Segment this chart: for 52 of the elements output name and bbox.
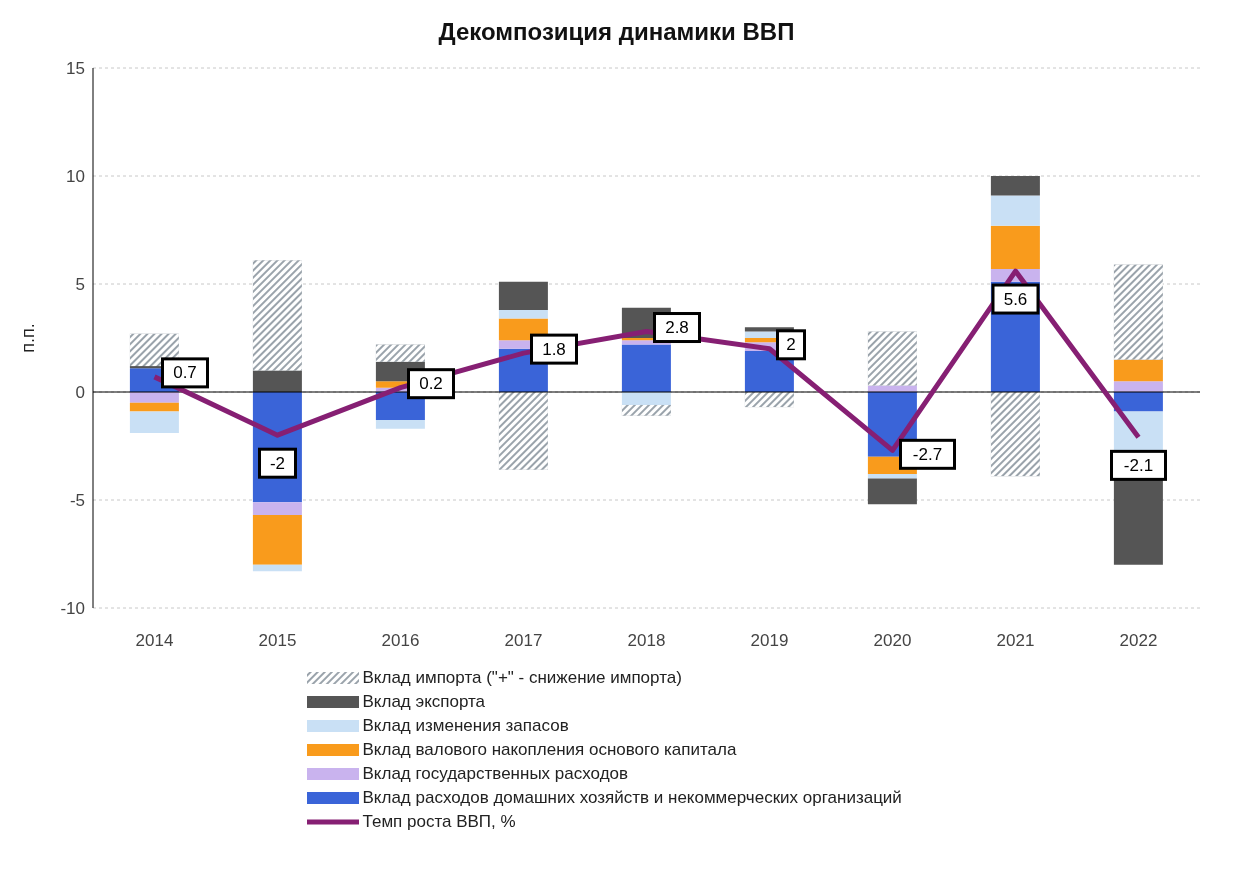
legend-label: Вклад валового накопления основого капитала [362,740,737,760]
bar [621,392,671,405]
data-label: 2.8 [665,318,689,338]
x-tick-label: 2019 [750,631,789,651]
bar [375,420,425,429]
bar [129,402,179,412]
legend-label: Вклад изменения запасов [362,716,569,736]
bar [990,176,1040,196]
bar [1113,381,1163,392]
data-label: 5.6 [1003,289,1028,309]
legend-label: Вклад импорта ("+" - снижение импорта) [362,668,682,688]
bar [867,478,917,505]
data-label: 0.2 [419,374,443,394]
bar [867,474,917,479]
bar [498,309,548,319]
x-tick-label: 2021 [996,631,1035,651]
y-tick-label: 15 [66,59,85,79]
legend-label: Вклад экспорта [362,692,486,712]
bar [129,411,179,434]
x-tick-label: 2022 [1119,631,1158,651]
data-label: 0.7 [173,363,197,383]
bar [252,370,302,392]
bar [252,515,302,565]
bar [621,344,671,392]
legend-label: Вклад государственных расходов [362,764,629,784]
bar [1113,359,1163,382]
y-tick-label: -5 [69,491,85,511]
x-tick-label: 2018 [627,631,666,651]
data-label: -2 [269,453,286,473]
y-axis-title: п.п. [18,323,39,353]
legend-label: Вклад расходов домашних хозяйств и некоммерческих организаций [362,788,902,808]
bar [498,281,548,310]
bar [129,392,179,403]
data-label: -2.1 [1123,455,1154,475]
bar [990,195,1040,226]
bar [252,502,302,516]
data-label: 1.8 [542,339,566,359]
data-label: 2 [786,335,796,355]
x-tick-label: 2020 [873,631,912,651]
y-tick-label: -10 [60,599,85,619]
y-tick-label: 10 [66,167,85,187]
data-label: -2.7 [912,444,943,464]
bar [990,225,1040,269]
x-tick-label: 2015 [258,631,297,651]
y-tick-label: 5 [75,275,85,295]
x-tick-label: 2014 [135,631,174,651]
x-tick-label: 2017 [504,631,543,651]
x-tick-label: 2016 [381,631,420,651]
legend-label: Темп роста ВВП, % [362,812,516,832]
y-tick-label: 0 [75,383,85,403]
chart-title: Декомпозиция динамики ВВП [438,18,795,45]
bar [252,564,302,572]
